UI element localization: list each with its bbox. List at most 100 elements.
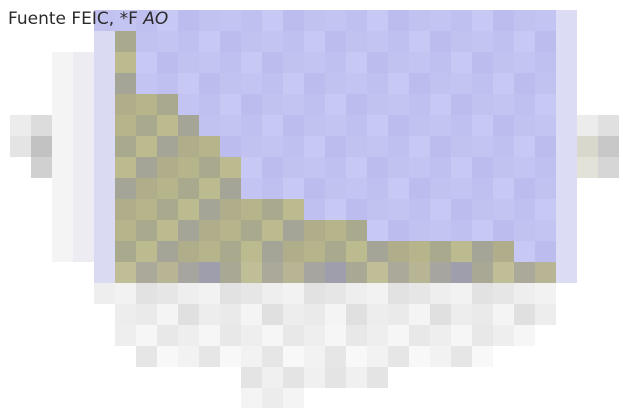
olive-cell [325, 220, 346, 241]
olive-cell [199, 157, 220, 178]
low-cell [241, 325, 262, 346]
blue-cell [493, 136, 514, 157]
low-cell [241, 283, 262, 304]
blue-cell [430, 31, 451, 52]
low-cell [262, 283, 283, 304]
blue-cell [367, 73, 388, 94]
blue-cell [514, 178, 535, 199]
olive-cell [220, 220, 241, 241]
strip-cell [115, 262, 136, 283]
side-cell [10, 115, 31, 136]
blue-cell [367, 178, 388, 199]
olive-cell [136, 115, 157, 136]
low-cell [388, 304, 409, 325]
blue-cell [304, 94, 325, 115]
blue-cell [409, 157, 430, 178]
blue-cell [388, 136, 409, 157]
olive-cell [115, 178, 136, 199]
low-cell [325, 346, 346, 367]
blue-cell [199, 31, 220, 52]
side-cell [52, 241, 73, 262]
edge-cell [94, 73, 115, 94]
low-cell [451, 325, 472, 346]
low-cell [346, 367, 367, 388]
blue-cell [367, 10, 388, 31]
olive-cell [178, 241, 199, 262]
edge-cell [556, 199, 577, 220]
edge-cell [94, 136, 115, 157]
blue-cell [493, 199, 514, 220]
blue-cell [241, 136, 262, 157]
blue-cell [262, 136, 283, 157]
blue-cell [367, 220, 388, 241]
blue-cell [472, 199, 493, 220]
side-cell [73, 52, 94, 73]
olive-cell [115, 241, 136, 262]
strip-cell [199, 262, 220, 283]
olive-cell [430, 241, 451, 262]
edge-cell [556, 94, 577, 115]
side-cell [73, 220, 94, 241]
side-cell [73, 241, 94, 262]
blue-cell [514, 115, 535, 136]
blue-cell [409, 73, 430, 94]
olive-cell [115, 115, 136, 136]
blue-cell [346, 94, 367, 115]
blue-cell [430, 52, 451, 73]
olive-cell [115, 199, 136, 220]
olive-cell [157, 178, 178, 199]
blue-cell [493, 73, 514, 94]
olive-cell [178, 136, 199, 157]
olive-cell [262, 241, 283, 262]
blue-cell [472, 10, 493, 31]
low-cell [157, 304, 178, 325]
blue-cell [262, 157, 283, 178]
strip-cell [220, 262, 241, 283]
blue-cell [136, 73, 157, 94]
low-cell [136, 304, 157, 325]
side-cell [31, 157, 52, 178]
low-cell [493, 283, 514, 304]
blue-cell [157, 52, 178, 73]
blue-cell [388, 10, 409, 31]
blue-cell [535, 157, 556, 178]
strip-cell [535, 262, 556, 283]
blue-cell [304, 115, 325, 136]
low-cell [115, 283, 136, 304]
blue-cell [325, 199, 346, 220]
olive-cell [241, 199, 262, 220]
low-cell [367, 367, 388, 388]
blue-cell [346, 73, 367, 94]
figure-caption: Fuente FEIC, *F AO [8, 9, 168, 29]
olive-cell [178, 115, 199, 136]
blue-cell [220, 94, 241, 115]
blue-cell [535, 31, 556, 52]
low-cell [157, 346, 178, 367]
blue-cell [220, 115, 241, 136]
blue-cell [178, 73, 199, 94]
blue-cell [262, 31, 283, 52]
olive-cell [115, 157, 136, 178]
olive-cell [157, 220, 178, 241]
low-cell [241, 346, 262, 367]
low-cell [220, 283, 241, 304]
blue-cell [220, 52, 241, 73]
blue-cell [346, 10, 367, 31]
blue-cell [115, 10, 136, 31]
olive-cell [199, 241, 220, 262]
low-cell [325, 304, 346, 325]
blue-cell [430, 157, 451, 178]
blue-cell [514, 31, 535, 52]
blue-cell [451, 157, 472, 178]
blue-cell [535, 52, 556, 73]
edge-cell [94, 241, 115, 262]
blue-cell [241, 52, 262, 73]
blue-cell [304, 178, 325, 199]
blue-cell [388, 52, 409, 73]
low-cell [430, 304, 451, 325]
strip-cell [430, 262, 451, 283]
blue-cell [157, 31, 178, 52]
blue-cell [472, 220, 493, 241]
olive-cell [220, 157, 241, 178]
low-cell [409, 304, 430, 325]
